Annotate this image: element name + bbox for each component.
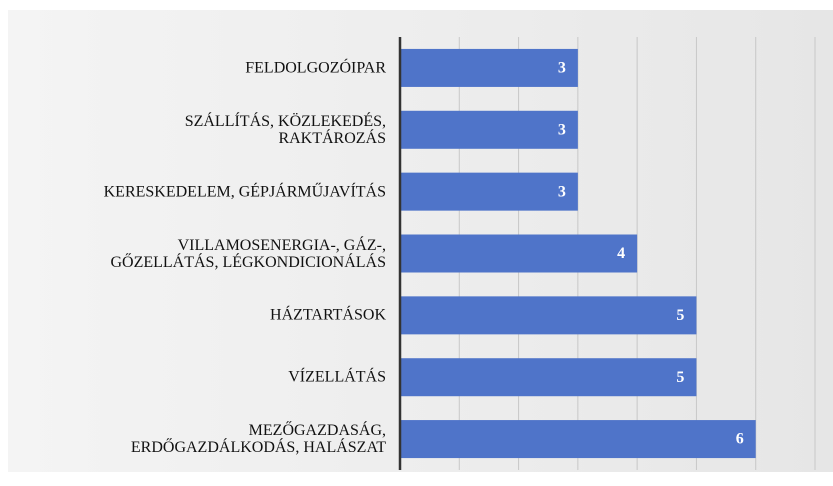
y-tick-label: FELDOLGOZÓIPAR [245, 59, 386, 77]
bar [400, 172, 578, 211]
bar [400, 48, 578, 87]
bar [400, 110, 578, 149]
value-label: 5 [676, 307, 684, 324]
bar [400, 420, 756, 459]
y-tick-label: VILLAMOSENERGIA-, GÁZ-, GŐZELLÁTÁS, LÉGK… [110, 236, 386, 271]
value-label: 4 [617, 245, 625, 262]
value-label: 3 [558, 121, 566, 138]
bar [400, 296, 697, 335]
bar [400, 234, 638, 273]
y-tick-label: HÁZTARTÁSOK [270, 306, 386, 324]
value-label: 5 [676, 369, 684, 386]
y-tick-label: MEZŐGAZDASÁG, ERDŐGAZDÁLKODÁS, HALÁSZAT [130, 422, 386, 457]
y-tick-label: KERESKEDELEM, GÉPJÁRMŰJAVÍTÁS [103, 183, 386, 201]
y-tick-label: VÍZELLÁTÁS [288, 368, 386, 386]
bar [400, 358, 697, 397]
value-label: 6 [736, 431, 744, 448]
value-label: 3 [558, 183, 566, 200]
y-tick-label: SZÁLLÍTÁS, KÖZLEKEDÉS, RAKTÁROZÁS [184, 112, 386, 147]
value-label: 3 [558, 60, 566, 77]
